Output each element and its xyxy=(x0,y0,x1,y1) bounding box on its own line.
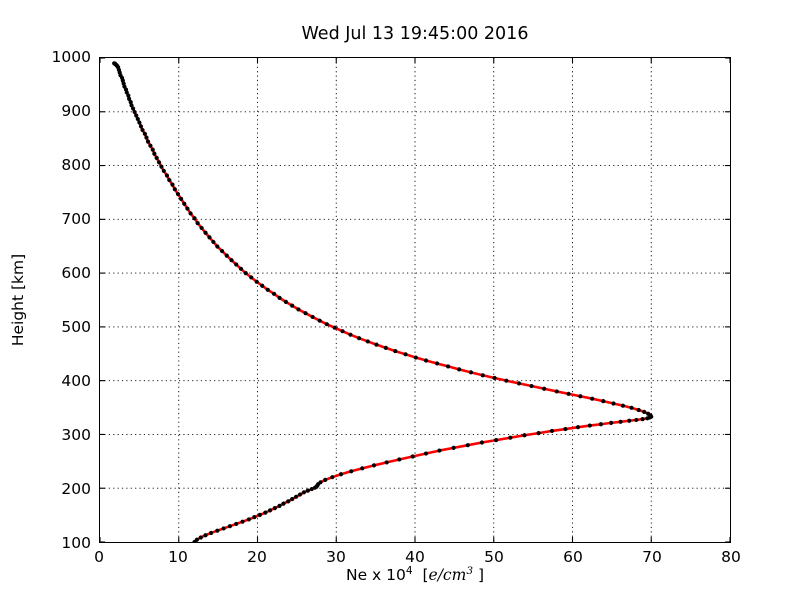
tick-marks xyxy=(100,58,730,542)
x-axis-unit-exponent: 3 xyxy=(466,564,474,577)
grid-lines xyxy=(100,58,730,542)
y-tick-label: 700 xyxy=(61,210,91,228)
x-tick-label: 10 xyxy=(168,548,188,566)
y-tick-label: 800 xyxy=(61,156,91,174)
x-axis-label: Ne x 104 [e/cm3 ] xyxy=(99,566,731,584)
data-series-group xyxy=(112,61,654,542)
x-axis-unit-slash: / xyxy=(437,566,443,584)
x-tick-label: 0 xyxy=(94,548,104,566)
y-axis-label: Height [km] xyxy=(9,253,27,347)
x-tick-label: 40 xyxy=(405,548,425,566)
y-tick-label: 900 xyxy=(61,102,91,120)
plot-axes-frame xyxy=(99,57,731,543)
y-tick-label: 400 xyxy=(61,372,91,390)
x-tick-label: 50 xyxy=(484,548,504,566)
x-axis-label-exponent: 4 xyxy=(405,564,413,577)
x-axis-unit-close: ] xyxy=(477,566,485,584)
x-axis-unit-numerator: e xyxy=(428,566,438,584)
y-tick-label: 500 xyxy=(61,318,91,336)
x-axis-unit-open: [ xyxy=(422,566,429,584)
x-tick-label: 60 xyxy=(563,548,583,566)
y-tick-label: 200 xyxy=(61,480,91,498)
ne-profile-line xyxy=(112,62,653,542)
x-tick-label: 30 xyxy=(326,548,346,566)
x-tick-label: 80 xyxy=(721,548,741,566)
y-tick-label: 300 xyxy=(61,426,91,444)
y-tick-label: 1000 xyxy=(51,48,91,66)
x-tick-label: 20 xyxy=(247,548,267,566)
x-axis-label-prefix: Ne x 10 xyxy=(345,566,406,584)
ne-profile-markers xyxy=(112,61,654,542)
plot-drawing-area xyxy=(100,58,730,542)
plot-title: Wed Jul 13 19:45:00 2016 xyxy=(301,24,529,44)
y-tick-label: 600 xyxy=(61,264,91,282)
x-tick-label: 70 xyxy=(642,548,662,566)
y-tick-label: 100 xyxy=(61,534,91,552)
x-axis-unit-denominator: cm xyxy=(442,566,467,584)
